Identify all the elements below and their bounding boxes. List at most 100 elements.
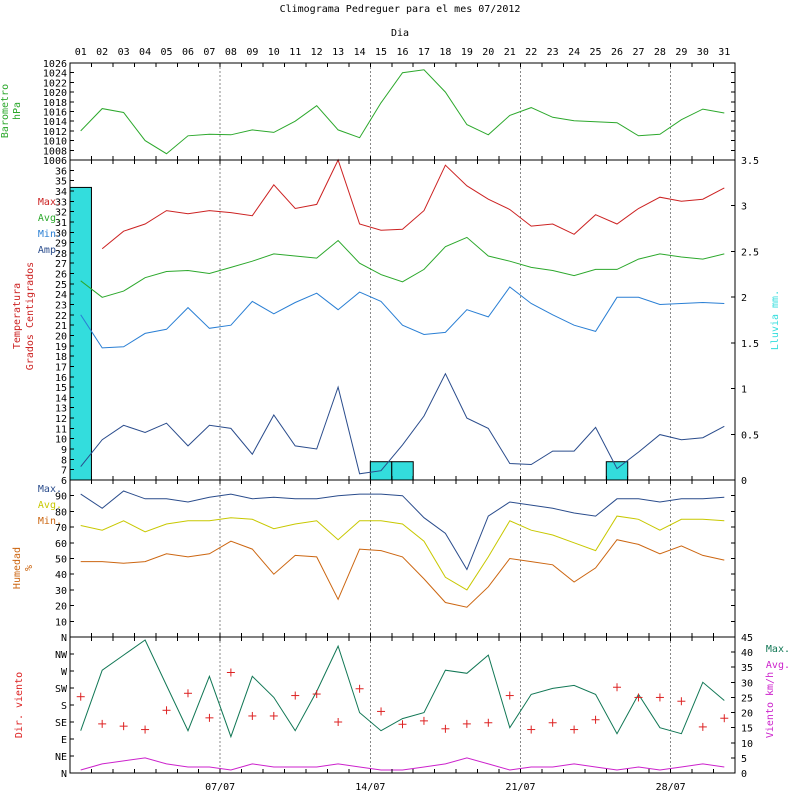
temp-max-line: [101, 158, 725, 250]
pressure-tick-label: 1014: [43, 117, 67, 128]
temp-tick-label: 7: [61, 466, 67, 477]
humidity-tick-label: 40: [55, 570, 67, 581]
wind-legend-avg: Avg.: [766, 660, 790, 671]
wind-dir-marker-day-17: [419, 716, 428, 725]
pressure-tick-label: 1024: [43, 69, 67, 80]
humidity-legend-min: Min.: [38, 516, 62, 527]
wind-dir-axis-label: Dir. viento: [14, 672, 25, 738]
rain-tick-label: 3: [741, 202, 747, 213]
day-label-16: 16: [396, 47, 408, 58]
panel-frame-3: [69, 479, 736, 638]
temp-tick-label: 35: [55, 177, 67, 188]
temp-tick-label: 31: [55, 218, 67, 229]
day-label-06: 06: [182, 47, 194, 58]
humidity-tick-label: 30: [55, 586, 67, 597]
week-label: 28/07: [656, 782, 686, 793]
pressure-tick-label: 1020: [43, 88, 67, 99]
temp-tick-label: 11: [55, 424, 67, 435]
rain-axis-label: Lluvia mm.: [770, 290, 781, 350]
temp-tick-label: 24: [55, 290, 67, 301]
wind-dir-marker-day-24: [570, 725, 579, 734]
wind-dir-marker-day-04: [141, 725, 150, 734]
temp-tick-label: 29: [55, 239, 67, 250]
wind-speed-tick-label: 35: [741, 663, 753, 674]
day-label-20: 20: [482, 47, 494, 58]
wind-dir-marker-day-31: [720, 714, 729, 723]
temp-tick-label: 16: [55, 373, 67, 384]
humidity-avg-line: [80, 515, 725, 591]
day-label-13: 13: [332, 47, 344, 58]
temp-tick-label: 12: [55, 414, 67, 425]
day-label-03: 03: [118, 47, 130, 58]
pressure-tick-label: 1012: [43, 127, 67, 138]
temp-tick-label: 19: [55, 342, 67, 353]
wind-dir-marker-day-09: [248, 711, 257, 720]
wind-speed-tick-label: 5: [741, 754, 747, 765]
temp-tick-label: 27: [55, 259, 67, 270]
day-label-12: 12: [311, 47, 323, 58]
wind-speed-tick-label: 20: [741, 709, 753, 720]
day-label-05: 05: [161, 47, 173, 58]
wind-dir-marker-day-25: [591, 715, 600, 724]
wind-dir-tick-label: SE: [55, 718, 67, 729]
pressure-tick-label: 1018: [43, 98, 67, 109]
temp-tick-label: 20: [55, 331, 67, 342]
pressure-axis-label: Barometro: [0, 84, 11, 138]
pressure-tick-label: 1016: [43, 108, 67, 119]
wind-dir-tick-label: N: [61, 633, 67, 644]
wind-speed-tick-label: 25: [741, 693, 753, 704]
rain-bar-day-16: [391, 461, 414, 481]
humidity-legend-max: Max.: [38, 484, 62, 495]
humidity-tick-label: 10: [55, 617, 67, 628]
temp-amp-line: [80, 372, 725, 475]
humidity-tick-label: 70: [55, 523, 67, 534]
day-label-10: 10: [268, 47, 280, 58]
panel-frame-2: [69, 159, 736, 481]
temp-unit-label: Grados Centigrados: [25, 262, 36, 370]
day-label-17: 17: [418, 47, 430, 58]
day-header: Dia: [391, 28, 409, 39]
temp-legend-max: Max.: [38, 197, 62, 208]
day-label-29: 29: [675, 47, 687, 58]
wind-dir-marker-day-21: [505, 691, 514, 700]
temp-axis-label: Temperatura: [12, 283, 23, 349]
rain-bar-day-26: [605, 461, 629, 481]
wind-dir-marker-day-12: [312, 690, 321, 699]
wind-dir-marker-day-18: [441, 724, 450, 733]
temp-tick-label: 25: [55, 280, 67, 291]
wind-dir-marker-day-03: [119, 722, 128, 731]
temp-tick-label: 14: [55, 393, 67, 404]
wind-dir-marker-day-20: [484, 718, 493, 727]
pressure-tick-label: 1008: [43, 146, 67, 157]
day-label-24: 24: [568, 47, 580, 58]
day-label-19: 19: [461, 47, 473, 58]
temp-tick-label: 17: [55, 362, 67, 373]
temp-avg-line: [80, 236, 725, 298]
humidity-tick-label: 60: [55, 539, 67, 550]
wind-dir-marker-day-06: [183, 689, 192, 698]
wind-dir-tick-label: W: [61, 667, 68, 678]
humidity-min-line: [80, 539, 725, 608]
wind-dir-tick-label: SW: [55, 684, 68, 695]
temp-tick-label: 32: [55, 208, 67, 219]
wind-dir-tick-label: NW: [55, 650, 68, 661]
wind-dir-marker-day-23: [548, 718, 557, 727]
wind-dir-marker-day-10: [269, 711, 278, 720]
day-label-22: 22: [525, 47, 537, 58]
rain-tick-label: 1.5: [741, 339, 759, 350]
day-label-18: 18: [439, 47, 451, 58]
wind-dir-marker-day-19: [462, 719, 471, 728]
wind-max-line: [80, 639, 725, 739]
day-label-27: 27: [632, 47, 644, 58]
temp-tick-label: 36: [55, 166, 67, 177]
rain-tick-label: 0.5: [741, 430, 759, 441]
wind-avg-line: [80, 757, 725, 771]
temp-legend-amp: Amp.: [38, 245, 62, 256]
day-label-31: 31: [718, 47, 730, 58]
chart-title: Climograma Pedreguer para el mes 07/2012: [280, 4, 521, 15]
temp-tick-label: 30: [55, 228, 67, 239]
day-label-28: 28: [654, 47, 666, 58]
humidity-tick-label: 50: [55, 555, 67, 566]
wind-speed-tick-label: 15: [741, 724, 753, 735]
